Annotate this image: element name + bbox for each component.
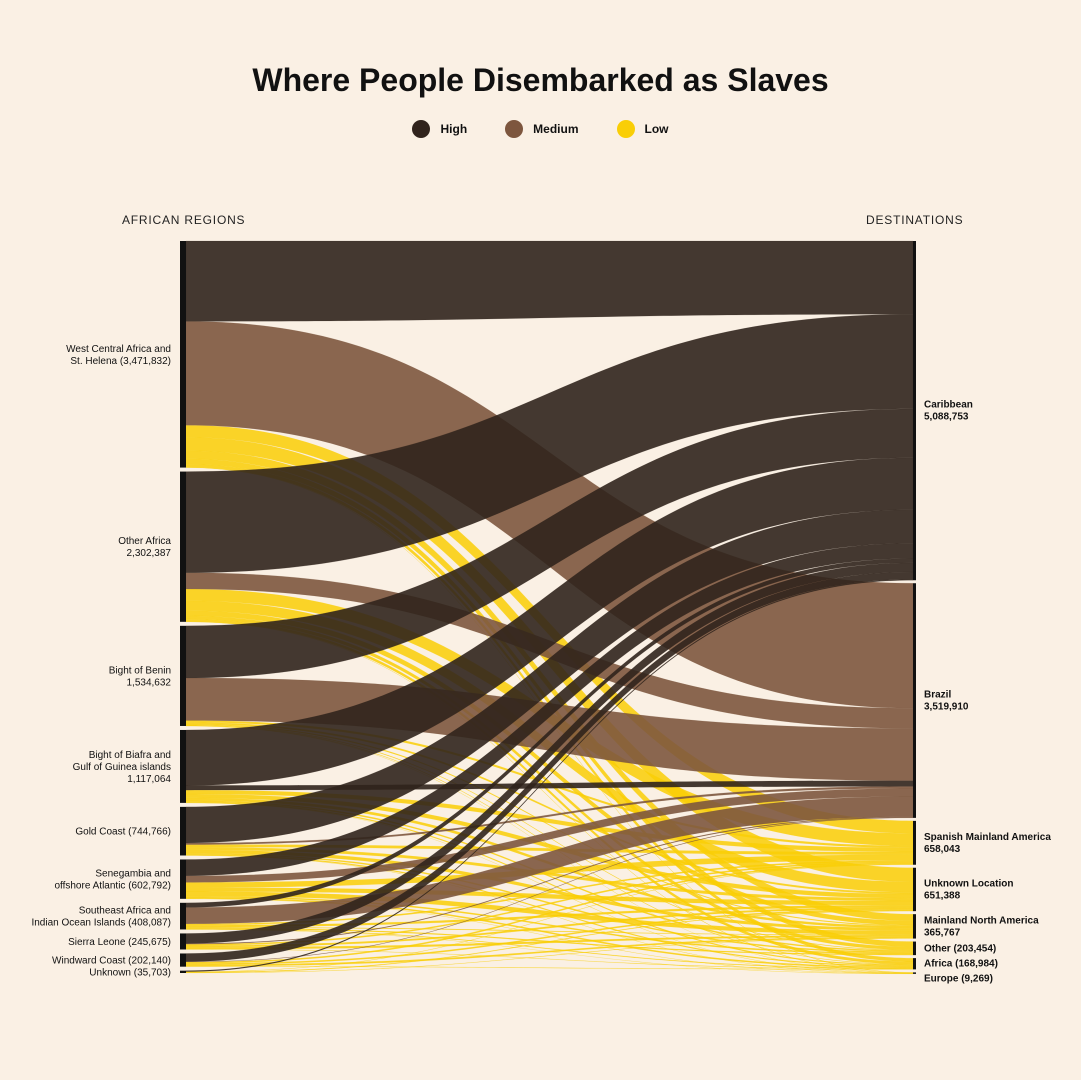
source-label-oth: 2,302,387 <box>127 548 172 559</box>
legend: High Medium Low <box>0 120 1081 138</box>
node-layer <box>180 241 916 974</box>
destination-label-mna: Mainland North America <box>924 915 1039 926</box>
source-label-bia: 1,117,064 <box>127 774 171 785</box>
flow-wca-to-car <box>185 240 914 322</box>
chart-title: Where People Disembarked as Slaves <box>252 62 829 98</box>
left-column-header: AFRICAN REGIONS <box>122 213 246 227</box>
legend-item-high: High <box>412 120 467 138</box>
source-label-oth: Other Africa <box>118 536 171 547</box>
source-label-sea: Southeast Africa and <box>79 906 171 917</box>
source-node-ben <box>180 625 186 726</box>
destination-node-eur <box>913 972 916 974</box>
source-label-sen: offshore Atlantic (602,792) <box>54 881 171 892</box>
destination-label-uloc: Unknown Location <box>924 878 1013 889</box>
legend-label-medium: Medium <box>533 122 579 136</box>
legend-label-high: High <box>440 122 468 136</box>
destination-label-car: Caribbean <box>924 400 973 411</box>
source-label-gc: Gold Coast (744,766) <box>75 827 171 838</box>
source-node-wca <box>180 241 186 468</box>
destination-node-car <box>913 241 916 581</box>
legend-swatch-medium <box>505 120 524 138</box>
source-node-oth <box>180 471 186 622</box>
source-node-bia <box>180 729 186 803</box>
destination-node-bra <box>913 583 916 818</box>
source-label-ben: 1,534,632 <box>127 677 172 688</box>
destination-node-other <box>913 941 916 956</box>
source-node-gc <box>180 806 186 856</box>
source-label-unk: Unknown (35,703) <box>89 967 171 978</box>
legend-swatch-high <box>412 120 431 138</box>
source-label-sl: Sierra Leone (245,675) <box>68 937 171 948</box>
destination-label-bra: 3,519,910 <box>924 702 969 713</box>
legend-swatch-low <box>616 120 635 138</box>
source-node-unk <box>180 970 186 973</box>
source-node-sea <box>180 902 186 930</box>
source-label-wca: West Central Africa and <box>66 344 171 355</box>
destination-label-car: 5,088,753 <box>924 412 969 423</box>
source-label-ben: Bight of Benin <box>109 665 171 676</box>
source-label-wca: St. Helena (3,471,832) <box>70 356 171 367</box>
destination-label-mna: 365,767 <box>924 927 961 938</box>
destination-label-bra: Brazil <box>924 690 951 701</box>
destination-node-uloc <box>913 867 916 912</box>
destination-node-spa <box>913 820 916 865</box>
right-column-header: DESTINATIONS <box>866 213 964 227</box>
source-label-wc: Windward Coast (202,140) <box>52 956 171 967</box>
source-label-bia: Gulf of Guinea islands <box>73 762 171 773</box>
legend-label-low: Low <box>644 122 669 136</box>
destination-label-spa: Spanish Mainland America <box>924 832 1051 843</box>
destination-node-mna <box>913 914 916 939</box>
flow-layer <box>185 240 914 975</box>
destination-node-afr <box>913 958 916 970</box>
destination-label-spa: 658,043 <box>924 844 961 855</box>
source-label-bia: Bight of Biafra and <box>89 750 171 761</box>
source-node-sen <box>180 859 186 899</box>
source-label-sen: Senegambia and <box>95 869 171 880</box>
destination-label-afr: Africa (168,984) <box>924 959 998 970</box>
legend-item-medium: Medium <box>505 120 579 138</box>
source-label-sea: Indian Ocean Islands (408,087) <box>31 918 171 929</box>
destination-label-uloc: 651,388 <box>924 890 961 901</box>
source-node-sl <box>180 933 186 950</box>
destination-label-eur: Europe (9,269) <box>924 974 993 985</box>
destination-label-other: Other (203,454) <box>924 943 996 954</box>
legend-item-low: Low <box>616 120 669 138</box>
source-node-wc <box>180 953 186 967</box>
